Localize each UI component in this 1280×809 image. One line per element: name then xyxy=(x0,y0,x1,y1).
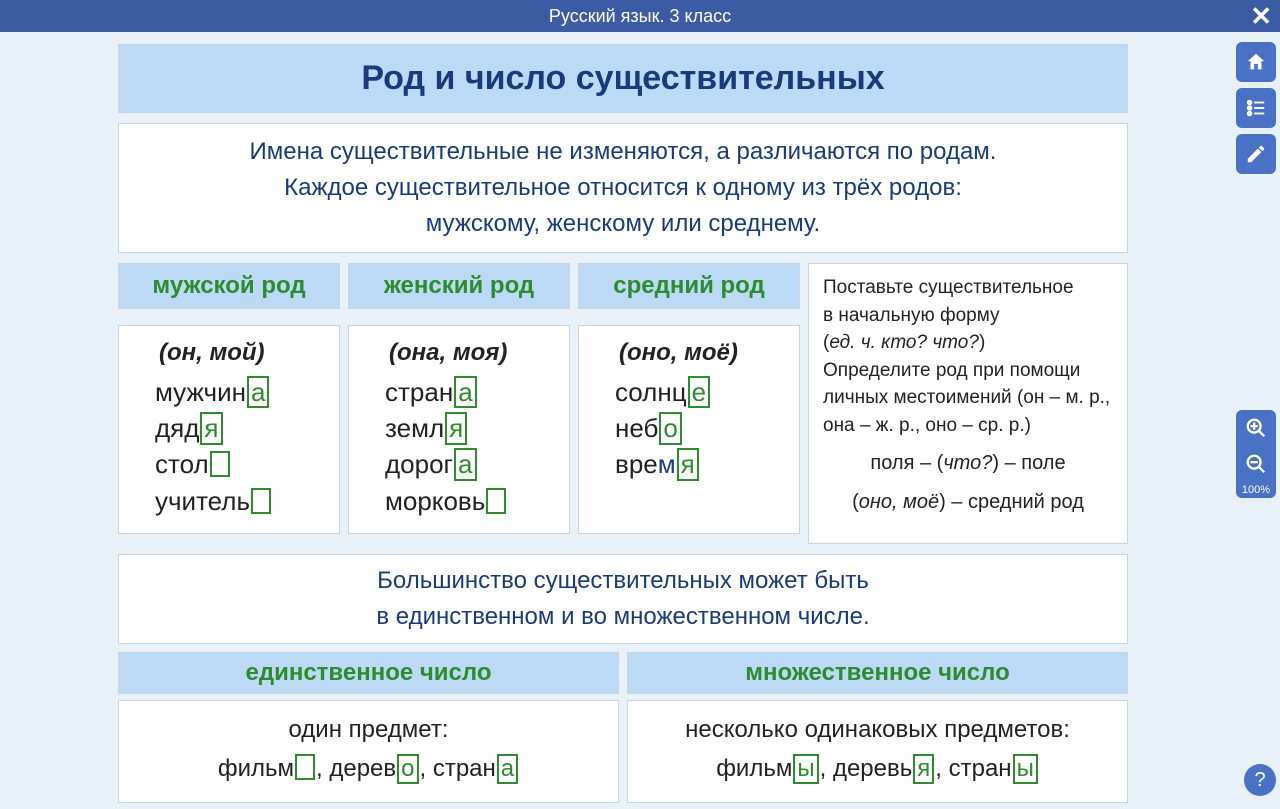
intro-line: Каждое существительное относится к одном… xyxy=(139,170,1107,206)
number-header: множественное число xyxy=(627,652,1128,694)
zoom-out-icon[interactable] xyxy=(1236,446,1276,482)
help-icon[interactable]: ? xyxy=(1244,764,1276,796)
mid-line: Большинство существительных может быть xyxy=(139,563,1107,599)
gender-columns: (он, мой)мужчинадядястолучитель(она, моя… xyxy=(118,325,800,534)
intro-line: Имена существительные не изменяются, а р… xyxy=(139,134,1107,170)
gender-column: (она, моя)страназемлядорогаморковь xyxy=(348,325,570,534)
number-intro: Большинство существительных может быть в… xyxy=(118,554,1128,644)
gender-column: (он, мой)мужчинадядястолучитель xyxy=(118,325,340,534)
tip-box: Поставьте существительноев начальную фор… xyxy=(808,263,1128,544)
zoom-in-icon[interactable] xyxy=(1236,410,1276,446)
home-icon[interactable] xyxy=(1236,42,1276,82)
number-column: один предмет:фильм, дерево, страна xyxy=(118,700,619,803)
list-icon[interactable] xyxy=(1236,88,1276,128)
gender-column: (оно, моё)солнценебовремя xyxy=(578,325,800,534)
app-title: Русский язык. 3 класс xyxy=(549,6,731,26)
number-column: несколько одинаковых предметов:фильмы, д… xyxy=(627,700,1128,803)
number-header: единственное число xyxy=(118,652,619,694)
zoom-controls: 100% xyxy=(1232,410,1280,498)
number-headers: единственное числомножественное число xyxy=(118,652,1128,694)
close-icon[interactable]: ✕ xyxy=(1250,0,1272,32)
top-bar: Русский язык. 3 класс ✕ xyxy=(0,0,1280,32)
pencil-icon[interactable] xyxy=(1236,134,1276,174)
gender-header: мужской род xyxy=(118,263,340,309)
lesson-page: Род и число существительных Имена сущест… xyxy=(118,44,1128,809)
zoom-level: 100% xyxy=(1236,482,1276,498)
gender-header: женский род xyxy=(348,263,570,309)
intro-text: Имена существительные не изменяются, а р… xyxy=(118,123,1128,253)
mid-line: в единственном и во множественном числе. xyxy=(139,599,1107,635)
lesson-title-block: Род и число существительных xyxy=(118,44,1128,113)
number-columns: один предмет:фильм, дерево, странанескол… xyxy=(118,700,1128,803)
right-toolbar xyxy=(1232,36,1280,174)
lesson-title: Род и число существительных xyxy=(127,59,1119,98)
gender-headers: мужской родженский родсредний род xyxy=(118,263,800,309)
intro-line: мужскому, женскому или среднему. xyxy=(139,206,1107,242)
gender-header: средний род xyxy=(578,263,800,309)
